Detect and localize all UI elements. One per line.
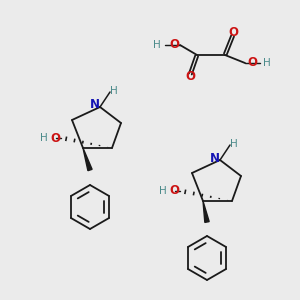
Text: H: H	[40, 133, 48, 143]
Text: O: O	[169, 184, 179, 197]
Polygon shape	[83, 148, 92, 171]
Text: N: N	[210, 152, 220, 164]
Polygon shape	[203, 201, 209, 222]
Text: H: H	[153, 40, 161, 50]
Text: O: O	[50, 131, 60, 145]
Text: O: O	[169, 38, 179, 52]
Text: O: O	[228, 26, 238, 40]
Text: H: H	[263, 58, 271, 68]
Text: H: H	[110, 86, 118, 96]
Text: N: N	[90, 98, 100, 112]
Text: H: H	[159, 186, 167, 196]
Text: O: O	[247, 56, 257, 70]
Text: O: O	[185, 70, 195, 83]
Text: H: H	[230, 139, 238, 149]
